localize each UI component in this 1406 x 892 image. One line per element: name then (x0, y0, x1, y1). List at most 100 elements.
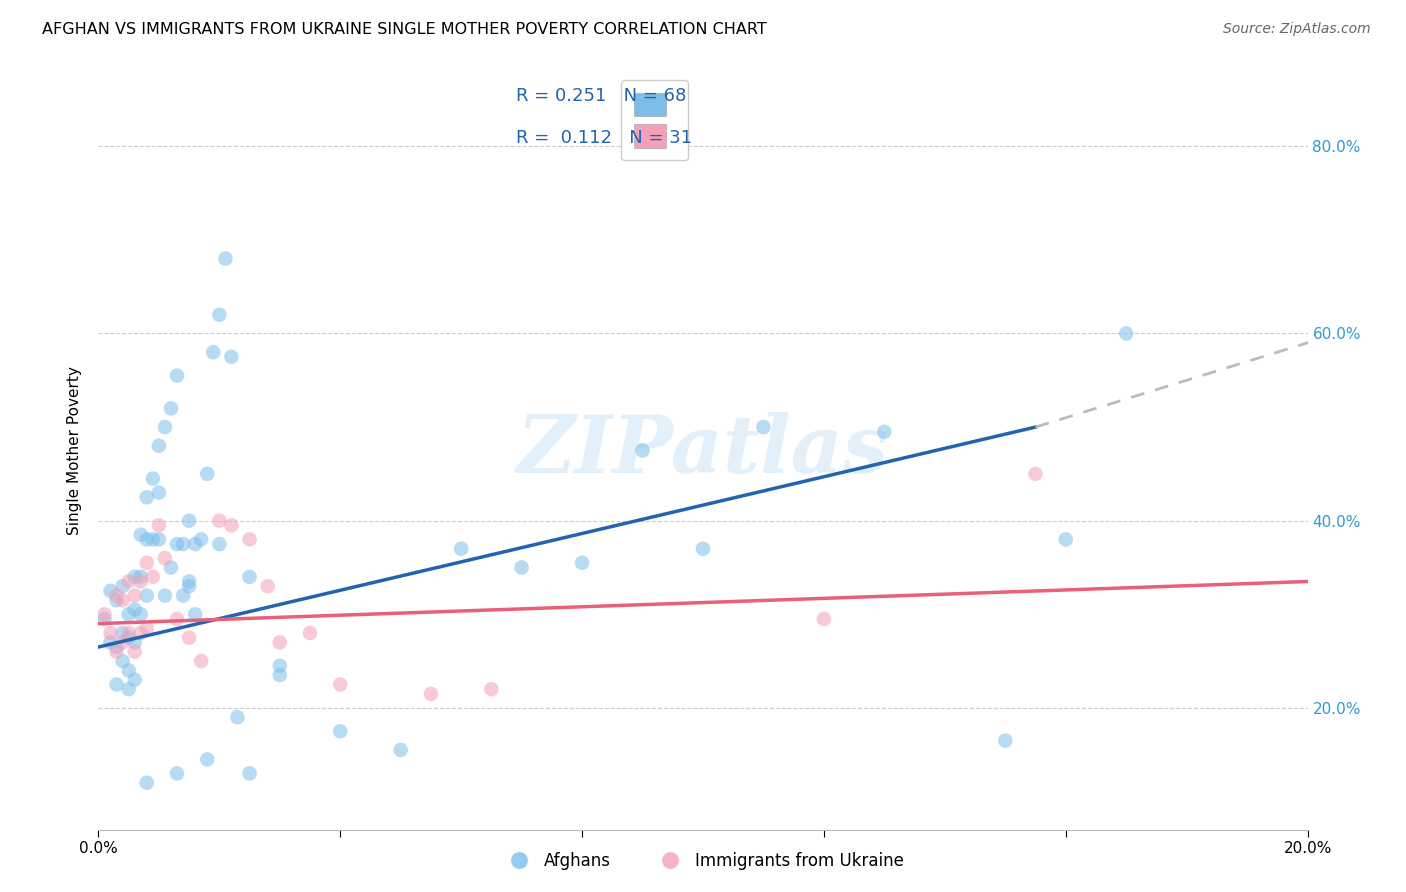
Point (269, 668, 291, 682)
Point (214, 252, 236, 266)
Point (202, 345, 225, 359)
Point (510, 560, 533, 574)
Point (420, 687, 443, 701)
Point (239, 766, 262, 780)
Point (124, 602, 146, 616)
Point (148, 533, 170, 547)
Point (124, 589, 146, 603)
Legend: Afghans, Immigrants from Ukraine: Afghans, Immigrants from Ukraine (496, 846, 910, 877)
Point (148, 439, 170, 453)
Point (118, 682, 141, 697)
Point (269, 635, 291, 649)
Point (190, 654, 212, 668)
Point (160, 560, 183, 574)
Point (692, 541, 714, 556)
Point (631, 443, 654, 458)
Point (994, 733, 1017, 747)
Point (135, 490, 157, 504)
Point (195, 752, 218, 766)
Point (329, 677, 352, 691)
Point (269, 658, 291, 673)
Point (450, 541, 472, 556)
Y-axis label: Single Mother Poverty: Single Mother Poverty (67, 366, 83, 535)
Point (111, 635, 134, 649)
Point (166, 368, 188, 383)
Point (118, 574, 141, 589)
Point (105, 640, 128, 654)
Point (124, 673, 146, 687)
Point (208, 537, 231, 551)
Point (221, 518, 243, 533)
Point (129, 626, 152, 640)
Point (148, 485, 170, 500)
Point (135, 556, 157, 570)
Point (124, 645, 146, 659)
Point (93, 612, 115, 626)
Point (752, 420, 775, 434)
Point (124, 570, 146, 584)
Point (153, 420, 176, 434)
Point (111, 626, 134, 640)
Point (184, 607, 207, 622)
Point (105, 677, 128, 691)
Point (160, 401, 183, 416)
Point (256, 579, 278, 593)
Point (129, 570, 152, 584)
Point (142, 570, 165, 584)
Point (226, 710, 249, 724)
Point (329, 724, 352, 739)
Point (111, 579, 134, 593)
Legend: , : , (621, 80, 688, 161)
Text: Source: ZipAtlas.com: Source: ZipAtlas.com (1223, 22, 1371, 37)
Point (190, 533, 212, 547)
Point (172, 589, 194, 603)
Point (166, 612, 188, 626)
Point (239, 533, 262, 547)
Text: AFGHAN VS IMMIGRANTS FROM UKRAINE SINGLE MOTHER POVERTY CORRELATION CHART: AFGHAN VS IMMIGRANTS FROM UKRAINE SINGLE… (42, 22, 766, 37)
Point (135, 533, 157, 547)
Point (239, 570, 262, 584)
Point (571, 556, 593, 570)
Point (93, 607, 115, 622)
Point (118, 664, 141, 678)
Point (135, 589, 157, 603)
Point (118, 607, 141, 622)
Text: R = 0.251   N = 68: R = 0.251 N = 68 (516, 87, 686, 104)
Point (148, 518, 170, 533)
Point (179, 631, 201, 645)
Point (129, 574, 152, 589)
Point (129, 527, 152, 541)
Point (118, 631, 141, 645)
Text: R =  0.112   N = 31: R = 0.112 N = 31 (516, 129, 692, 147)
Point (221, 350, 243, 364)
Point (105, 589, 128, 603)
Point (129, 607, 152, 622)
Point (142, 533, 165, 547)
Point (118, 626, 141, 640)
Point (111, 593, 134, 607)
Point (481, 682, 503, 697)
Point (111, 654, 134, 668)
Point (1054, 533, 1077, 547)
Point (166, 766, 188, 780)
Point (153, 551, 176, 566)
Point (124, 635, 146, 649)
Point (179, 514, 201, 528)
Point (208, 514, 231, 528)
Point (100, 626, 122, 640)
Point (135, 621, 157, 635)
Point (135, 776, 157, 790)
Point (105, 593, 128, 607)
Point (179, 574, 201, 589)
Point (1024, 467, 1046, 481)
Point (299, 626, 322, 640)
Point (1115, 326, 1137, 341)
Point (184, 537, 207, 551)
Point (166, 537, 188, 551)
Point (100, 635, 122, 649)
Point (105, 645, 128, 659)
Point (195, 467, 218, 481)
Text: ZIPatlas: ZIPatlas (517, 412, 889, 489)
Point (172, 537, 194, 551)
Point (179, 579, 201, 593)
